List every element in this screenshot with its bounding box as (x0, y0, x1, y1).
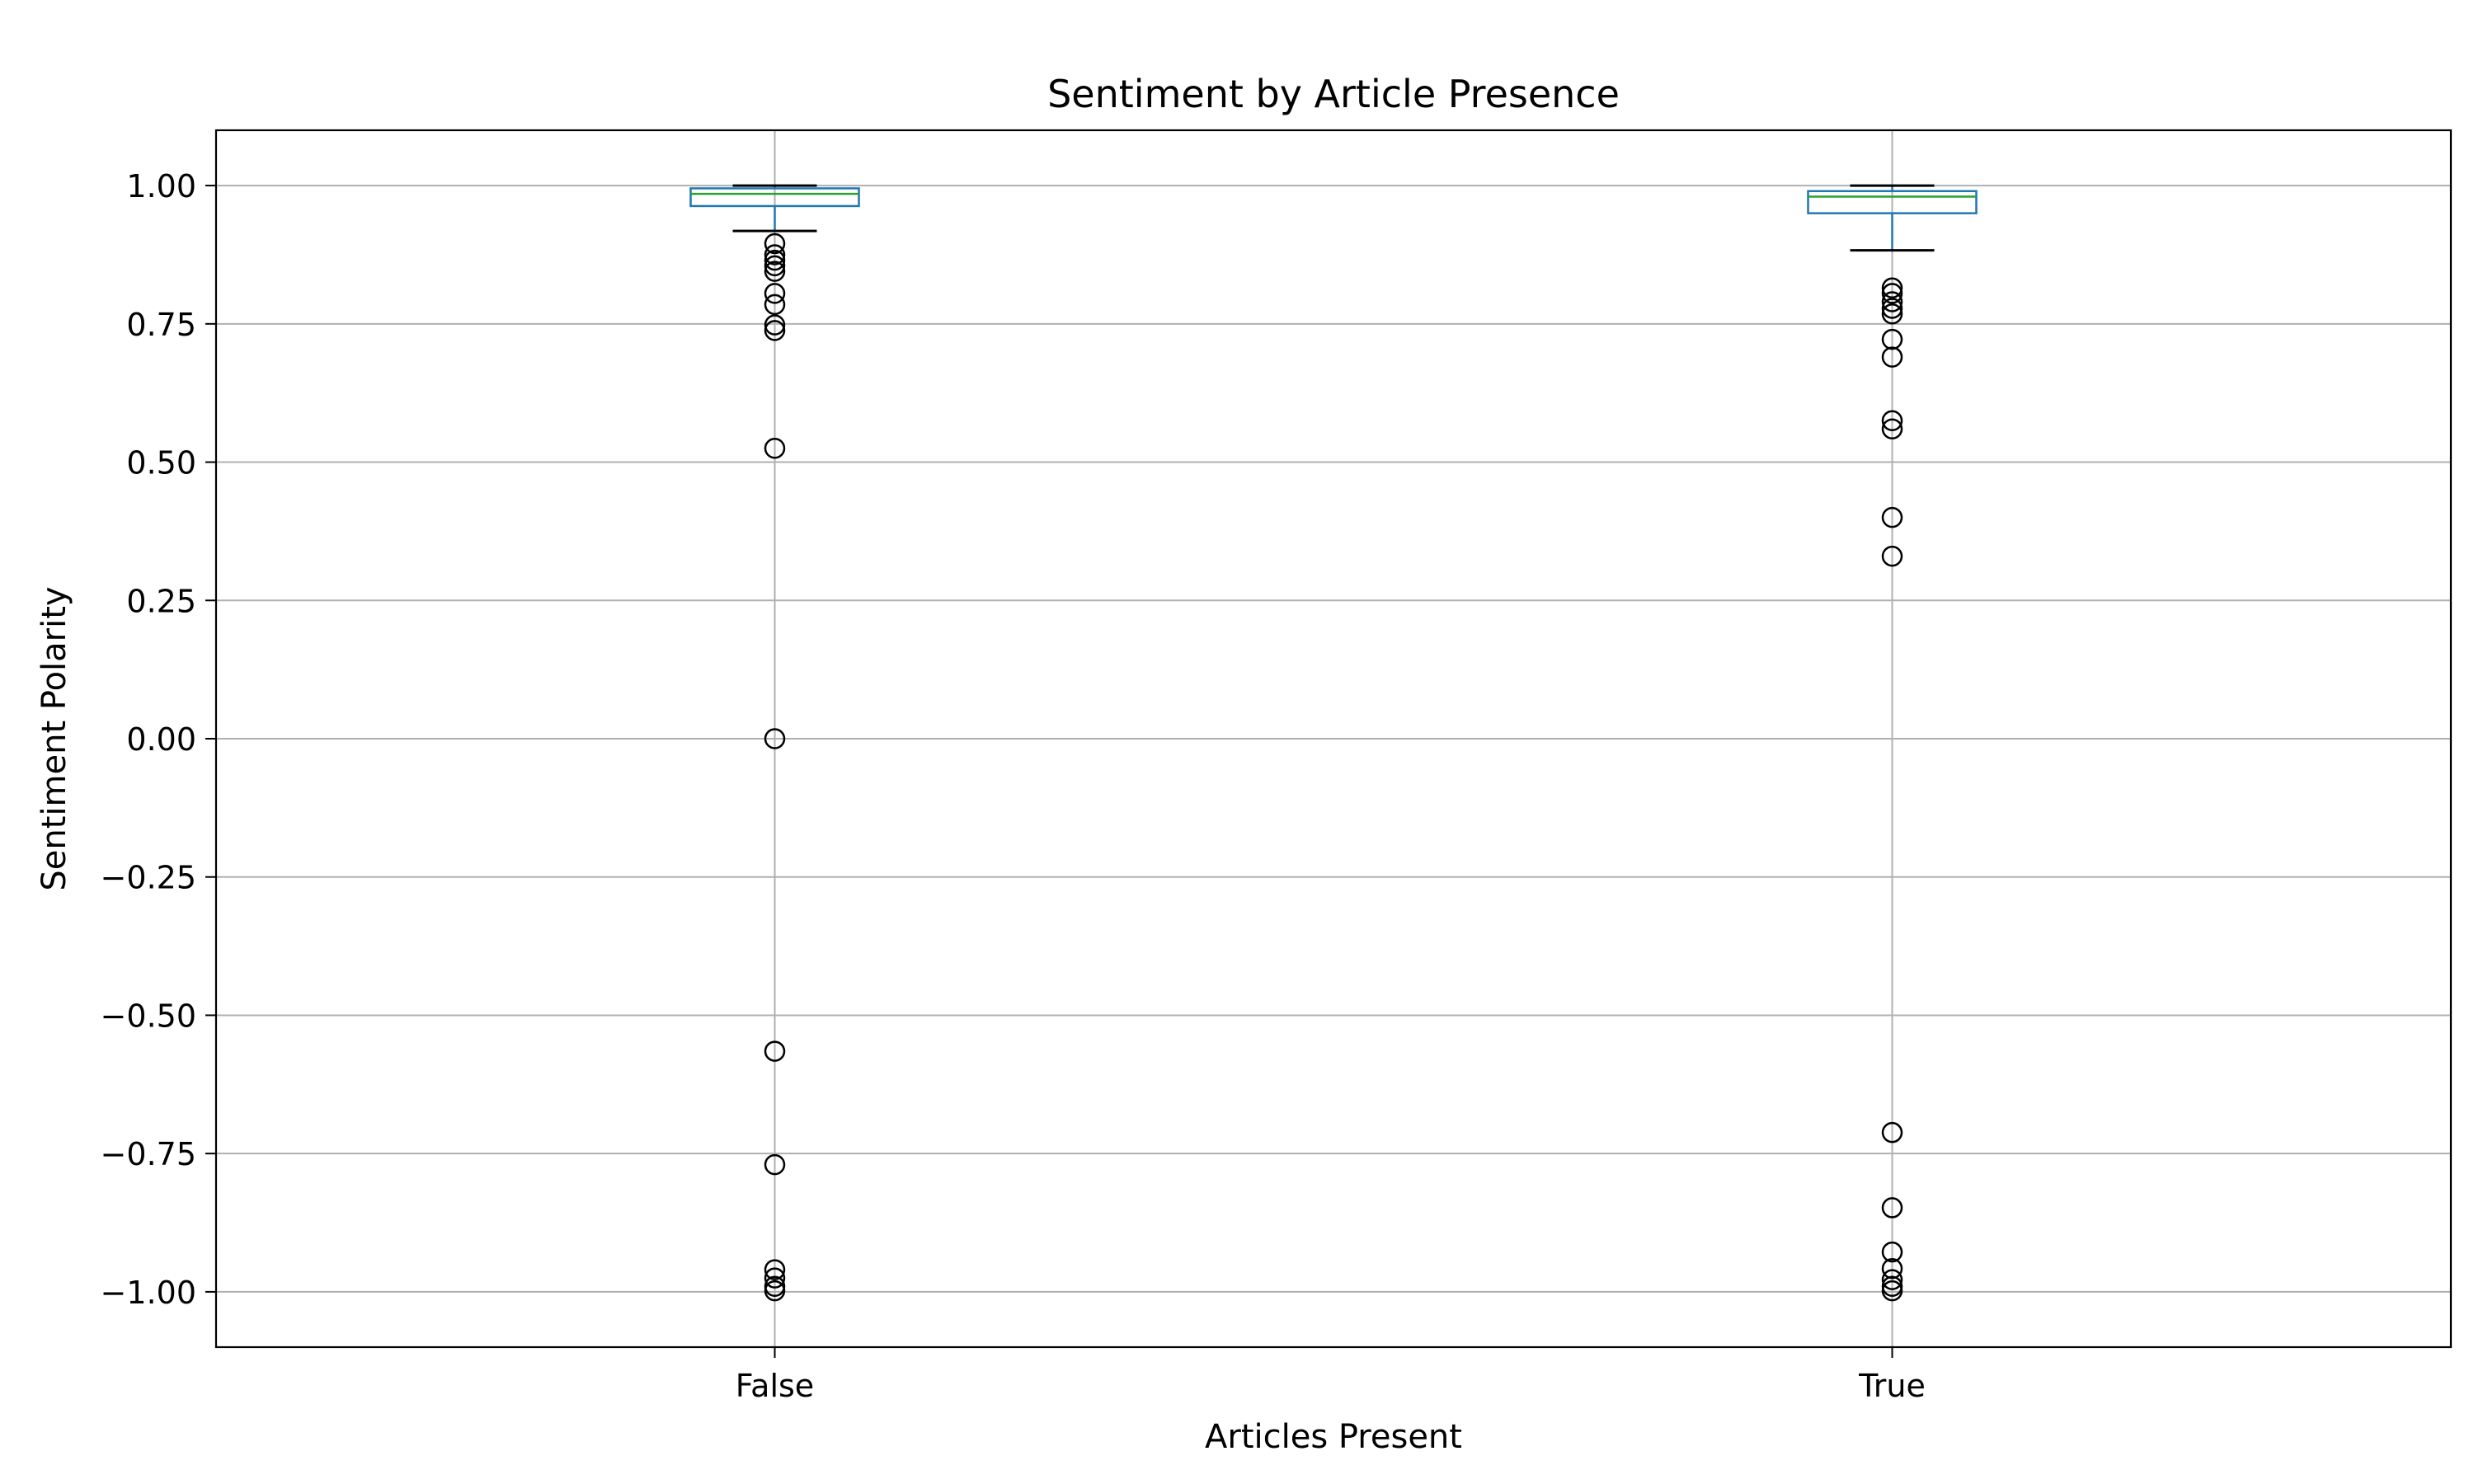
outlier-point (1881, 410, 1903, 431)
y-tick-label: 0.50 (126, 445, 196, 481)
outlier-point (764, 255, 786, 277)
outlier-point (1881, 303, 1903, 325)
outlier-point (764, 1267, 786, 1289)
outlier-point (764, 314, 786, 336)
outlier-point (1881, 1121, 1903, 1144)
x-tick-label: True (1858, 1368, 1926, 1404)
outlier-point (764, 320, 786, 341)
box-group-false (689, 184, 860, 1302)
outlier-point (1881, 418, 1903, 440)
x-axis-label: Articles Present (1205, 1418, 1462, 1456)
tick-layer: −1.00 −0.75 −0.50 −0.25 0.00 0.25 0.50 0.75 1.00… (101, 168, 1926, 1404)
chart-title: Sentiment by Article Presence (1047, 72, 1620, 116)
outlier-point (764, 261, 786, 282)
y-tick-label: 0.75 (126, 307, 196, 343)
y-tick-label: −1.00 (101, 1275, 196, 1311)
outlier-point (764, 232, 786, 255)
outlier-point (1881, 291, 1903, 312)
outlier-point (764, 249, 786, 271)
outlier-point (1881, 328, 1903, 350)
x-tick-label: False (736, 1368, 814, 1404)
y-tick-label: −0.50 (101, 998, 196, 1034)
outlier-point (764, 283, 786, 304)
grid-layer (216, 130, 2451, 1347)
y-tick-label: −0.75 (101, 1136, 196, 1172)
y-tick-label: −0.25 (101, 860, 196, 896)
y-tick-label: 0.00 (126, 721, 196, 758)
outlier-point (764, 1040, 786, 1062)
iqr-box (1807, 190, 1978, 214)
outlier-point (1881, 1269, 1903, 1290)
outlier-point (1881, 545, 1903, 567)
outlier-point (1881, 1280, 1903, 1302)
outlier-point (1881, 506, 1903, 528)
outlier-point (764, 1153, 786, 1176)
y-axis-label: Sentiment Polarity (35, 586, 73, 890)
outlier-point (764, 244, 786, 265)
box-layer (689, 184, 1978, 1302)
outlier-point (1881, 283, 1903, 304)
outlier-point (1881, 1197, 1903, 1219)
outlier-point (1881, 1241, 1903, 1263)
outlier-point (764, 1280, 786, 1302)
outlier-point (1881, 346, 1903, 368)
y-tick-label: 0.25 (126, 583, 196, 619)
box-group-true (1807, 184, 1978, 1302)
outlier-point (764, 728, 786, 749)
outlier-point (1881, 277, 1903, 298)
iqr-box (689, 187, 860, 208)
outlier-point (764, 438, 786, 459)
outlier-point (1881, 298, 1903, 319)
y-tick-label: 1.00 (126, 168, 196, 204)
outlier-point (764, 1259, 786, 1280)
outlier-point (764, 294, 786, 316)
outlier-point (1881, 1257, 1903, 1280)
